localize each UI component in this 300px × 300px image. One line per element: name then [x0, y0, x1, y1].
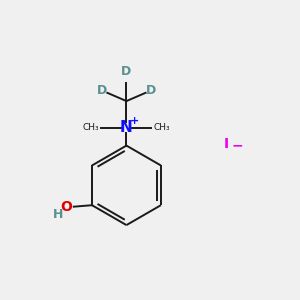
Text: −: −: [231, 139, 243, 153]
Text: O: O: [60, 200, 72, 214]
Text: CH₃: CH₃: [82, 123, 99, 132]
Text: H: H: [53, 208, 64, 221]
Text: CH₃: CH₃: [154, 123, 170, 132]
Text: D: D: [121, 65, 132, 78]
Text: +: +: [130, 116, 139, 126]
Text: I: I: [224, 137, 229, 151]
Text: N: N: [120, 120, 133, 135]
Text: D: D: [97, 84, 107, 97]
Text: D: D: [146, 84, 156, 97]
